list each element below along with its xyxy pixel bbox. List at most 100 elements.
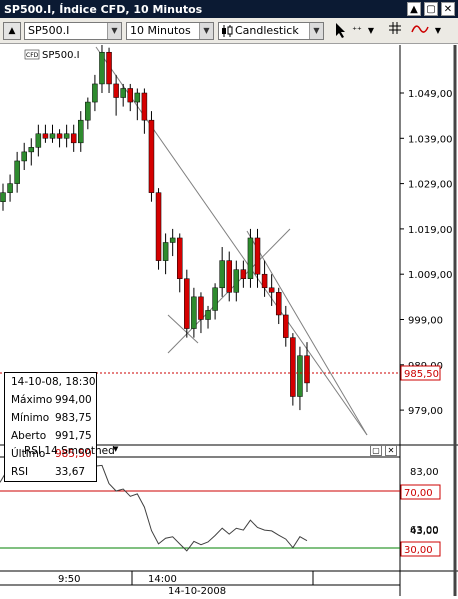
candle-body[interactable] (155, 192, 162, 261)
candle-body[interactable] (120, 88, 126, 98)
candle-body[interactable] (162, 242, 169, 261)
time-tick-950: 9:50 (58, 574, 80, 585)
chevron-down-icon[interactable]: ▼ (107, 23, 121, 39)
window-title: SP500.I, Índice CFD, 10 Minutos (4, 2, 203, 16)
candle-body[interactable] (106, 51, 112, 85)
price-axis: 1.049,00 1.039,00 1.029,00 1.019,00 1.009,00… (400, 89, 453, 417)
move-up-icon[interactable]: ▲ (407, 2, 421, 16)
candle-body[interactable] (134, 92, 141, 103)
rsi-tick-63: 63,00 (410, 525, 439, 536)
candle-body[interactable] (28, 147, 35, 153)
current-price-label: 985,50 (404, 369, 439, 380)
chart-type-select[interactable]: Candlestick ▼ (218, 22, 324, 40)
candle-series (0, 43, 310, 411)
candle-body[interactable] (191, 296, 197, 329)
candle-body[interactable] (275, 292, 282, 316)
candle-body[interactable] (169, 237, 176, 243)
info-row-low: Mínimo 983,75 (11, 412, 92, 424)
chart-type-value: Candlestick (235, 24, 299, 37)
info-row-last: Último 985,50 (11, 448, 92, 460)
candle-body[interactable] (148, 119, 155, 193)
maximize-icon[interactable]: ▢ (424, 2, 438, 16)
price-tick-label: 1.049,00 (408, 89, 453, 100)
candle-body[interactable] (127, 88, 134, 103)
candle-body[interactable] (85, 101, 91, 121)
candle-body[interactable] (92, 83, 98, 103)
info-row-open: Aberto 991,75 (11, 430, 92, 442)
info-header: 14-10-08, 18:30 (11, 376, 96, 388)
candle-body[interactable] (99, 51, 105, 85)
candle-body[interactable] (247, 237, 254, 279)
chart-panel[interactable]: CFD SP500.I 1.049,00 1.039,00 1.029,00 1.01… (0, 43, 458, 597)
symbol-select[interactable]: SP500.I ▼ (24, 22, 122, 40)
cfd-badge: CFD (24, 49, 40, 60)
close-icon[interactable]: ✕ (441, 2, 455, 16)
chart-symbol-label: SP500.I (42, 50, 80, 61)
indicator-icon[interactable] (410, 22, 430, 40)
info-row-high: Máximo 994,00 (11, 394, 92, 406)
rsi-tick-43: 43,00 (410, 526, 439, 537)
close-icon[interactable]: ✕ (385, 445, 397, 456)
candle-body[interactable] (198, 296, 204, 320)
candle-body[interactable] (78, 119, 84, 144)
chevron-down-icon[interactable]: ▼ (434, 26, 442, 35)
time-tick-1400: 14:00 (148, 574, 177, 585)
chevron-down-icon[interactable]: ▼ (199, 23, 213, 39)
candle-body[interactable] (70, 133, 77, 144)
rsi-oversold-label: 30,00 (404, 545, 433, 556)
candle-body[interactable] (42, 133, 49, 139)
candle-body[interactable] (254, 237, 261, 275)
candle-body[interactable] (212, 287, 218, 311)
ohlc-info-box: 14-10-08, 18:30 Máximo 994,00 Mínimo 983,7… (4, 372, 97, 482)
candle-body[interactable] (304, 355, 310, 384)
rsi-oversold-box (400, 541, 441, 557)
pointer-icon[interactable] (333, 22, 347, 40)
symbol-value: SP500.I (28, 24, 70, 37)
price-tick-label: 999,00 (408, 316, 443, 327)
candle-body[interactable] (184, 278, 190, 329)
maximize-icon[interactable]: ▢ (370, 445, 382, 456)
window-titlebar: SP500.I, Índice CFD, 10 Minutos ▲ ▢ ✕ (0, 0, 458, 18)
candle-body[interactable] (268, 287, 275, 293)
price-tick-label: 1.039,00 (408, 134, 453, 145)
candle-body[interactable] (205, 310, 211, 320)
timeframe-value: 10 Minutos (130, 24, 191, 37)
rsi-title[interactable]: RSI 14 Smoothed (24, 445, 115, 457)
candle-body[interactable] (233, 269, 240, 293)
date-label: 14-10-2008 (168, 586, 226, 596)
candle-body[interactable] (63, 133, 70, 139)
candle-body[interactable] (290, 337, 296, 397)
collapse-icon[interactable]: ▲ (3, 22, 21, 40)
svg-text:CFD: CFD (26, 52, 39, 59)
rsi-overbought-label: 70,00 (404, 488, 433, 499)
candle-body[interactable] (283, 314, 289, 338)
candle-body[interactable] (21, 151, 27, 162)
price-chart[interactable]: CFD SP500.I 1.049,00 1.039,00 1.029,00 1.01… (0, 43, 458, 597)
candle-body[interactable] (14, 160, 20, 184)
rsi-overbought-box (400, 484, 441, 500)
candle-body[interactable] (226, 260, 232, 293)
candle-body[interactable] (49, 133, 56, 139)
candle-body[interactable] (35, 133, 42, 148)
chart-toolbar: ▲ SP500.I ▼ 10 Minutos ▼ Candlestick ▼ ⁺… (0, 18, 458, 44)
candle-body[interactable] (176, 237, 183, 279)
chevron-down-icon[interactable]: ▼ (309, 23, 323, 39)
rsi-tick-83: 83,00 (410, 467, 439, 478)
info-row-rsi: RSI 33,67 (11, 466, 86, 478)
candle-body[interactable] (297, 355, 303, 397)
chevron-down-icon[interactable]: ▼ (367, 26, 375, 35)
current-price-box (400, 365, 441, 381)
candle-body[interactable] (240, 269, 247, 279)
candle-body[interactable] (261, 273, 268, 289)
grid-icon[interactable] (388, 22, 402, 40)
timeframe-select[interactable]: 10 Minutos ▼ (126, 22, 214, 40)
candlestick-icon (222, 25, 233, 37)
candle-body[interactable] (219, 260, 225, 289)
candle-body[interactable] (7, 183, 13, 193)
candle-body[interactable] (113, 83, 119, 98)
candle-body[interactable] (141, 92, 148, 121)
crosshair-icon[interactable]: ⁺⁺ (352, 26, 362, 36)
chevron-down-icon[interactable]: ▼ (113, 445, 119, 453)
candle-body[interactable] (56, 133, 63, 139)
candle-body[interactable] (0, 192, 6, 202)
